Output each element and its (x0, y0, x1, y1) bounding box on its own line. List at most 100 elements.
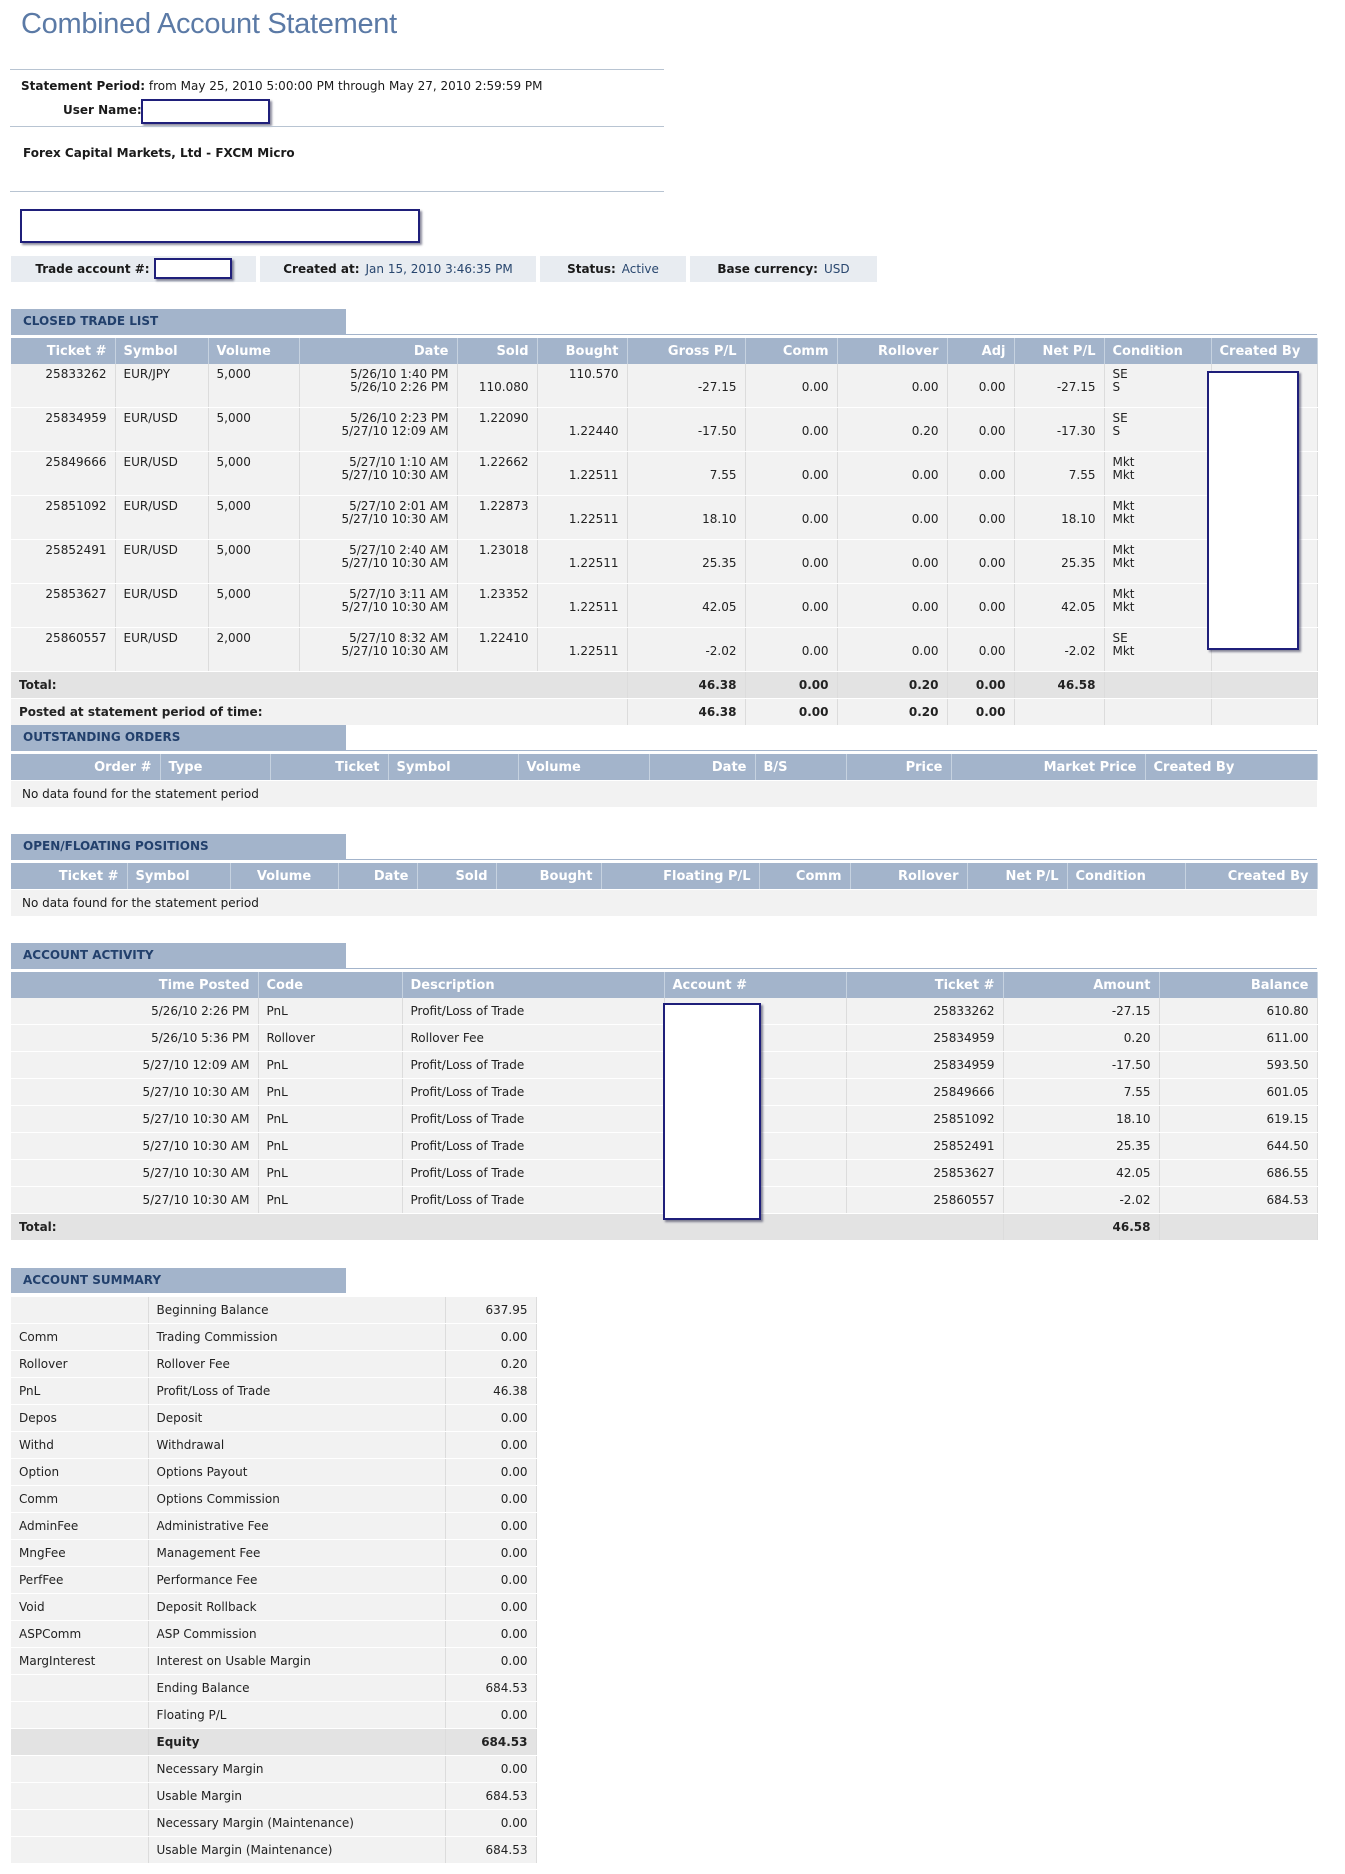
line-2: 0.00 (911, 380, 939, 394)
summary-description-cell: Trading Commission (148, 1323, 446, 1351)
summary-value-cell: 684.53 (445, 1674, 537, 1702)
summary-description-cell: Withdrawal (148, 1431, 446, 1459)
col-date: Date (338, 863, 418, 889)
line-2: 0.00 (978, 644, 1006, 658)
created-at-value: Jan 15, 2010 3:46:35 PM (365, 262, 513, 276)
base-currency-cell: Base currency: USD (690, 256, 877, 282)
col-date: Date (299, 338, 458, 364)
summary-description-cell: Floating P/L (148, 1701, 446, 1729)
ticket-cell: 25852491 (846, 1132, 1004, 1160)
line-2: 25.35 (1061, 556, 1096, 570)
line-2 (466, 645, 529, 658)
table-row: 25853627 EUR/USD 5,000 5/27/10 3:11 AM 5/27/… (11, 583, 1318, 628)
total-rollover: 0.20 (837, 671, 948, 699)
divider (10, 191, 664, 192)
line-2: 18.10 (1061, 512, 1096, 526)
total-net: 46.58 (1014, 671, 1105, 699)
line-2: 0.00 (801, 424, 829, 438)
summary-description-cell: Options Payout (148, 1458, 446, 1486)
summary-code-cell: Rollover (11, 1350, 149, 1378)
account-activity-header-row: Time Posted Code Description Account # T… (11, 972, 1318, 998)
condition-cell: Mkt Mkt (1104, 451, 1212, 496)
col-order: Order # (11, 754, 161, 780)
amount-cell: -27.15 (1003, 998, 1160, 1025)
summary-code-cell: ASPComm (11, 1620, 149, 1648)
gross-pl-cell: -2.02 (627, 627, 746, 672)
closed-trade-total-row: Total: 46.38 0.00 0.20 0.00 46.58 (11, 671, 1318, 699)
activity-total-label: Total: (11, 1213, 1004, 1241)
net-pl-cell: 42.05 (1014, 583, 1105, 628)
summary-code-cell: Comm (11, 1323, 149, 1351)
symbol-cell: EUR/JPY (115, 364, 209, 408)
outstanding-orders-table: Order # Type Ticket Symbol Volume Date B… (11, 754, 1318, 780)
table-row: 5/27/10 10:30 AM PnL Profit/Loss of Trade 2… (11, 1186, 1318, 1214)
summary-code-cell (11, 1809, 149, 1837)
line-1: Mkt (1112, 587, 1135, 601)
outstanding-orders-header-row: Order # Type Ticket Symbol Volume Date B… (11, 754, 1318, 780)
bought-cell: 1.22511 (537, 495, 628, 540)
col-volume: Volume (230, 863, 339, 889)
base-currency-label: Base currency: (717, 262, 818, 276)
col-balance: Balance (1159, 972, 1318, 998)
activity-total-amount: 46.58 (1003, 1213, 1160, 1241)
ticket-cell: 25860557 (11, 627, 116, 672)
col-amount: Amount (1003, 972, 1160, 998)
account-summary-table: Beginning Balance 637.95 Comm Trading Commi… (11, 1297, 537, 1864)
summary-row: Beginning Balance 637.95 (11, 1297, 537, 1324)
symbol-cell: EUR/USD (115, 495, 209, 540)
summary-code-cell: AdminFee (11, 1512, 149, 1540)
summary-row: MngFee Management Fee 0.00 (11, 1539, 537, 1567)
divider (10, 69, 664, 70)
col-price: Price (846, 754, 952, 780)
summary-code-cell (11, 1674, 149, 1702)
line-2: 110.080 (478, 380, 529, 394)
line-1: 1.23018 (478, 543, 529, 557)
line-2: Mkt (1112, 512, 1135, 526)
sold-cell: 1.22090 (457, 407, 538, 452)
summary-row: Usable Margin 684.53 (11, 1782, 537, 1810)
summary-row: Floating P/L 0.00 (11, 1701, 537, 1729)
closed-trade-list-header: CLOSED TRADE LIST (11, 309, 346, 334)
symbol-cell: EUR/USD (115, 451, 209, 496)
rollover-cell: 0.00 (837, 495, 948, 540)
statement-period-value: from May 25, 2010 5:00:00 PM through May… (148, 79, 543, 93)
section-divider (11, 750, 1317, 751)
summary-code-cell (11, 1297, 149, 1324)
rollover-cell: 0.20 (837, 407, 948, 452)
net-pl-cell: 7.55 (1014, 451, 1105, 496)
line-1: 5/27/10 8:32 AM (349, 631, 449, 645)
summary-row: Comm Trading Commission 0.00 (11, 1323, 537, 1351)
ticket-cell: 25849666 (846, 1078, 1004, 1106)
line-2: 1.22511 (568, 468, 619, 482)
summary-description-cell: Ending Balance (148, 1674, 446, 1702)
summary-code-cell: Comm (11, 1485, 149, 1513)
net-pl-cell: 25.35 (1014, 539, 1105, 584)
summary-value-cell: 0.00 (445, 1593, 537, 1621)
balance-cell: 610.80 (1159, 998, 1318, 1025)
adj-cell: 0.00 (947, 627, 1015, 672)
ticket-cell: 25834959 (846, 1024, 1004, 1052)
date-cell: 5/26/10 1:40 PM 5/26/10 2:26 PM (299, 364, 458, 408)
volume-cell: 5,000 (208, 539, 300, 584)
open-positions-header-row: Ticket # Symbol Volume Date Sold Bought … (11, 863, 1318, 889)
line-2: 5/26/10 2:26 PM (350, 380, 449, 394)
time-posted-cell: 5/27/10 12:09 AM (11, 1051, 259, 1079)
summary-value-cell: 0.00 (445, 1539, 537, 1567)
line-2 (466, 513, 529, 526)
line-2: 1.22511 (568, 556, 619, 570)
bought-cell: 1.22511 (537, 451, 628, 496)
net-pl-cell: 18.10 (1014, 495, 1105, 540)
table-row: 5/26/10 2:26 PM PnL Profit/Loss of Trade 25… (11, 998, 1318, 1025)
condition-cell: Mkt Mkt (1104, 583, 1212, 628)
col-comm: Comm (759, 863, 851, 889)
total-label: Total: (11, 671, 628, 699)
status-value: Active (621, 262, 659, 276)
col-bs: B/S (755, 754, 847, 780)
line-1: 1.22090 (478, 411, 529, 425)
condition-cell: Mkt Mkt (1104, 539, 1212, 584)
line-2: 0.00 (978, 556, 1006, 570)
line-2: 5/27/10 10:30 AM (341, 644, 449, 658)
col-gross-pl: Gross P/L (627, 338, 746, 364)
closed-trade-header-row: Ticket # Symbol Volume Date Sold Bought … (11, 338, 1318, 364)
line-2: 0.00 (801, 512, 829, 526)
